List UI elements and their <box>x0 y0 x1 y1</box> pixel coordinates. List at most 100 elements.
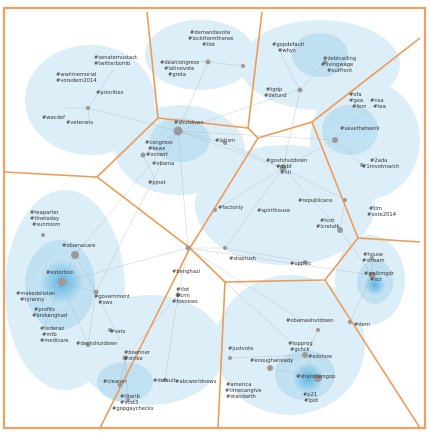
edge <box>124 357 129 401</box>
region-boundaries <box>4 11 421 429</box>
label: #obamashutdown <box>286 318 334 324</box>
node-factonly <box>213 208 217 212</box>
edge <box>334 139 363 166</box>
edge <box>74 130 179 256</box>
node-gopdefault <box>297 87 303 93</box>
node-shutdowngop <box>314 374 322 382</box>
label: #pjnet <box>148 180 166 186</box>
edge <box>304 329 319 356</box>
label: #outfront <box>327 68 352 74</box>
label: #justvote <box>228 346 253 352</box>
label: #gchck <box>290 347 310 353</box>
label: #govtshutdown <box>266 158 307 164</box>
label: #tcot <box>320 218 334 224</box>
label: #tederaz <box>40 326 64 332</box>
label: #strike <box>124 356 143 362</box>
edge <box>349 274 373 323</box>
label: #votedem2014 <box>56 78 97 84</box>
label: #tlnetoday <box>30 216 59 222</box>
node-cleaner <box>117 382 123 388</box>
label: #tlot <box>176 287 189 293</box>
label: #wwiimemorial <box>56 72 96 78</box>
edge <box>187 247 373 276</box>
blob-top-center <box>145 20 255 90</box>
edge <box>187 247 306 323</box>
label: #dearcongress <box>160 60 200 66</box>
label: #uppsic <box>290 261 311 267</box>
edge <box>224 167 284 249</box>
label: #teaparter <box>30 210 60 216</box>
label: #medicare <box>40 338 69 344</box>
label: #boehner <box>124 350 151 356</box>
edge <box>177 130 226 144</box>
label: #cleaner <box>103 379 127 385</box>
label: #nsa <box>370 98 384 104</box>
label: #mtb <box>42 332 57 338</box>
blob-top-left <box>25 45 155 155</box>
label: #obamacare <box>62 243 95 249</box>
label: #tea <box>373 104 386 110</box>
node-default <box>163 378 167 382</box>
label: #savethetwerk <box>340 126 380 132</box>
node-2ada <box>360 163 364 167</box>
edge <box>334 104 373 141</box>
edge-layer <box>42 47 373 401</box>
label: #senatemustact <box>94 55 137 61</box>
label: #ofa <box>349 92 362 98</box>
label: #dentshutdown <box>76 341 117 347</box>
node-obamashutdown <box>316 328 320 332</box>
label: #enoughalready <box>250 358 293 364</box>
node-benghazi <box>185 245 191 251</box>
edge <box>61 281 97 293</box>
edge <box>299 61 326 91</box>
edge <box>277 47 301 91</box>
node-teaparter <box>41 233 45 237</box>
edge <box>282 167 341 231</box>
edge <box>177 130 189 249</box>
label: #defund <box>264 93 287 99</box>
label: #stoprush <box>229 256 256 262</box>
label: #dem <box>354 322 370 328</box>
label: #lcretalk <box>316 224 340 230</box>
node-house <box>370 256 374 260</box>
label: #p21 <box>303 392 317 398</box>
label: #brokenghad <box>32 313 67 319</box>
label: #edshow <box>308 354 333 360</box>
node-stoprush <box>223 246 227 250</box>
label: #abcworldnews <box>175 379 217 385</box>
label: #latinovote <box>164 66 194 72</box>
label: #house <box>363 252 383 258</box>
label: #whys <box>278 48 296 54</box>
node-dem <box>348 320 352 324</box>
label: #factonly <box>218 205 243 211</box>
edge <box>61 281 89 346</box>
edge <box>229 354 306 359</box>
node-enoughalready <box>267 365 273 371</box>
edge <box>224 142 284 169</box>
label: #kews <box>148 146 166 152</box>
label: #2ada <box>370 158 387 164</box>
label: #latism <box>215 138 235 144</box>
label: #tlot <box>202 42 215 48</box>
node-tlot <box>175 292 181 298</box>
label: #spirithouse <box>257 208 290 214</box>
edge <box>142 130 179 156</box>
label: #stream <box>362 258 385 264</box>
label: #obama <box>152 161 174 167</box>
edge <box>214 167 284 211</box>
node-shutdown <box>173 126 183 136</box>
label: #walkmgdr <box>364 271 395 277</box>
label: #makedelistan <box>16 291 55 297</box>
label: #shutdowngop <box>296 374 336 380</box>
edge <box>282 167 346 201</box>
label: #vcst3 <box>120 400 138 406</box>
label: #twitterbomb <box>94 61 131 67</box>
node-debtceiling <box>323 60 327 64</box>
node-dearcongress <box>205 59 211 65</box>
edge <box>87 69 114 109</box>
label: #gopgaychecks <box>112 406 154 412</box>
edge <box>339 229 373 276</box>
node-extortion <box>57 277 67 287</box>
label: #scr <box>370 277 383 283</box>
